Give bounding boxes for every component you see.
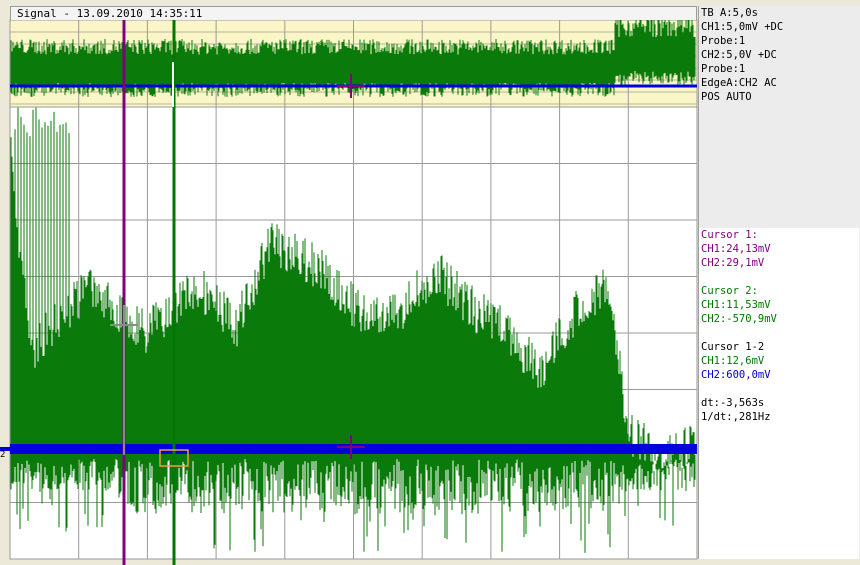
cursor1-label: Cursor 1: [701, 229, 758, 241]
position-setting: POS AUTO [701, 91, 752, 103]
cursor2-ch2-value: CH2:-570,9mV [701, 313, 777, 325]
overview-ch1-trace [10, 20, 696, 97]
ch1-trace [10, 107, 696, 553]
ch2-setting: CH2:5,0V +DC [701, 49, 777, 61]
inverse-dt-value: 1/dt:,281Hz [701, 411, 771, 423]
signal-title: Signal - 13.09.2010 14:35:11 [17, 7, 203, 20]
settings-block: TB A:5,0s CH1:5,0mV +DC Probe:1 CH2:5,0V… [701, 6, 860, 104]
ch1-setting: CH1:5,0mV +DC [701, 21, 784, 33]
cursor-readout: Cursor 1: CH1:24,13mV CH2:29,1mV Cursor … [699, 228, 859, 559]
info-panel: TB A:5,0s CH1:5,0mV +DC Probe:1 CH2:5,0V… [698, 6, 860, 559]
ch2-trace [10, 444, 697, 454]
dt-value: dt:-3,563s [701, 397, 765, 409]
signal-title-tab: Signal - 13.09.2010 14:35:11 [10, 6, 697, 20]
ch2-level-marker[interactable]: 2 [0, 450, 6, 460]
delta-label: Cursor 1-2 [701, 341, 765, 353]
delta-ch2-value: CH2:600,0mV [701, 369, 771, 381]
cursor2-ch1-value: CH1:11,53mV [701, 299, 771, 311]
cursor2-label: Cursor 2: [701, 285, 758, 297]
cursor1-ch1-value: CH1:24,13mV [701, 243, 771, 255]
ch1-probe-setting: Probe:1 [701, 35, 746, 47]
timebase-setting: TB A:5,0s [701, 7, 758, 19]
delta-ch1-value: CH1:12,6mV [701, 355, 765, 367]
trigger-edge-setting: EdgeA:CH2 AC [701, 77, 777, 89]
cursor1-ch2-value: CH2:29,1mV [701, 257, 765, 269]
ch2-probe-setting: Probe:1 [701, 63, 746, 75]
cursor-2-box [159, 449, 189, 467]
